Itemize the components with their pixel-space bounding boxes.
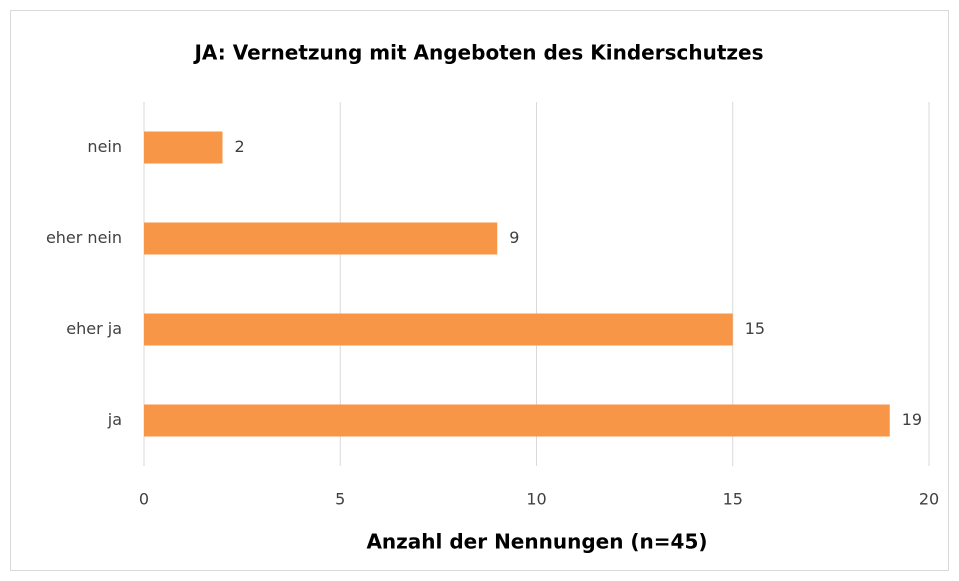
x-tick-label: 15 [723, 490, 743, 509]
y-tick-label: eher nein [46, 228, 122, 247]
bar [144, 131, 223, 164]
x-tick-label: 5 [335, 490, 345, 509]
chart-border [10, 10, 949, 571]
y-tick-label: eher ja [66, 319, 122, 338]
bar [144, 313, 733, 346]
data-label: 2 [235, 137, 245, 156]
x-tick-label: 10 [526, 490, 546, 509]
data-label: 9 [509, 228, 519, 247]
bar [144, 222, 498, 255]
data-label: 19 [902, 410, 922, 429]
y-tick-label: nein [87, 137, 122, 156]
y-tick-label: ja [107, 410, 122, 429]
chart-title: JA: Vernetzung mit Angeboten des Kinders… [192, 41, 763, 65]
x-tick-label: 20 [919, 490, 939, 509]
x-axis-label: Anzahl der Nennungen (n=45) [366, 530, 707, 554]
bar [144, 404, 890, 437]
data-label: 15 [745, 319, 765, 338]
x-tick-label: 0 [139, 490, 149, 509]
